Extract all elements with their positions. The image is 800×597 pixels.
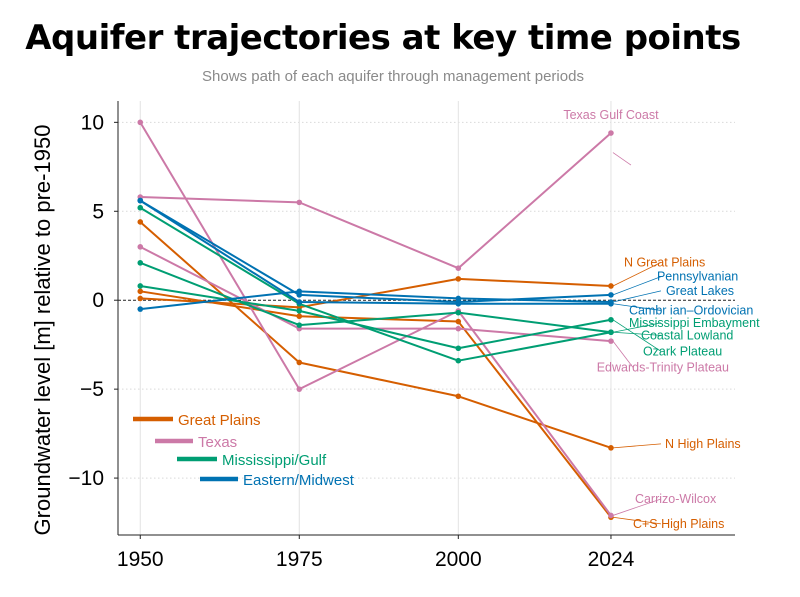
leader-line [612,443,661,449]
data-point-pennsylvanian [608,292,614,298]
data-point-carrizo-wilcox [608,512,614,519]
x-tick-label: 2000 [435,548,482,571]
leader-line [612,319,662,352]
legend-label-mississippi-gulf: Mississippi/Gulf [222,452,327,469]
legend-label-great-plains: Great Plains [178,412,261,429]
leader-line [612,303,662,311]
data-point-n-high-plains [296,359,303,366]
end-label-pennsylvanian: Pennsylvanian [657,270,738,284]
x-tick-label: 1950 [117,548,164,571]
data-point-ozark-plateau [455,345,462,352]
data-point-mississippi-embayment [455,357,462,364]
y-tick-label: −10 [68,467,104,490]
legend-label-texas: Texas [198,434,237,451]
legend-label-eastern-midwest: Eastern/Midwest [243,472,355,489]
data-point-c-s-high-plains [137,288,144,295]
series-layer [137,119,614,521]
end-label-carrizo-wilcox: Carrizo-Wilcox [635,492,717,506]
leader-line [612,276,662,296]
data-point-n-high-plains [608,445,614,451]
series-line-cambr-ian-ordovician [139,199,611,305]
data-point-ozark-plateau [608,316,614,323]
y-tick-label: −5 [80,378,104,401]
x-tick-label: 2024 [588,548,635,571]
data-point-edwards-trinity-plateau [455,325,462,332]
axis-layer: 10 5 0 −5 −10 1950 1975 2000 2024 [68,101,735,571]
leader-line [612,322,662,333]
data-point-carrizo-wilcox [296,386,303,392]
leader-line [612,340,634,368]
end-label-layer: Texas Gulf Coast N Great PlainsPennsylvan… [563,108,760,531]
chart-subtitle: Shows path of each aquifer through manag… [202,68,584,85]
y-tick-label: 10 [81,111,104,134]
data-point-n-high-plains [137,219,144,225]
data-point-cambr-ian-ordovician [296,299,303,305]
end-label-ozark-plateau: Ozark Plateau [643,344,722,358]
x-tick-label: 1975 [276,548,323,571]
chart-title: Aquifer trajectories at key time points [25,18,741,58]
data-point-coastal-lowland [608,329,614,336]
end-label-c-s-high-plains: C+S High Plains [633,517,724,531]
data-point-coastal-lowland [137,260,144,266]
data-point-coastal-lowland [296,322,303,328]
data-point-n-high-plains [455,393,462,400]
end-label-texas-gulf-coast: Texas Gulf Coast [563,108,659,122]
leader-line [612,152,632,166]
data-point-texas-gulf-coast [296,199,303,206]
series-line-pennsylvanian [139,199,612,303]
end-label-mississippi-embayment: Mississippi Embayment [629,316,760,330]
data-point-edwards-trinity-plateau [137,244,144,250]
y-tick-label: 0 [92,289,104,312]
data-point-c-s-high-plains [296,313,303,320]
data-point-n-great-plains [608,283,614,289]
data-point-cambr-ian-ordovician [137,197,144,204]
data-point-ozark-plateau [137,283,144,289]
data-point-carrizo-wilcox [137,119,144,126]
leader-line [612,290,662,303]
series-line-texas-gulf-coast [140,132,612,270]
data-point-n-great-plains [137,295,144,302]
end-label-n-high-plains: N High Plains [665,437,741,451]
data-point-c-s-high-plains [455,318,462,325]
data-point-ozark-plateau [296,308,303,314]
data-point-great-lakes [455,295,462,302]
series-line-ozark-plateau [140,284,612,350]
series-line-mississippi-embayment [139,206,612,362]
data-point-great-lakes [296,288,303,295]
data-point-mississippi-embayment [137,204,144,211]
leader-line [612,498,662,516]
data-point-texas-gulf-coast [455,265,462,271]
data-point-texas-gulf-coast [608,130,614,136]
data-point-edwards-trinity-plateau [608,338,614,344]
end-label-coastal-lowland: Coastal Lowland [641,328,733,342]
leader-line [612,331,661,336]
end-label-cambr-ian-ordovician: Cambr ian–Ordovician [629,303,753,317]
data-point-great-lakes [137,306,144,312]
data-point-cambr-ian-ordovician [455,300,462,307]
data-point-coastal-lowland [455,309,462,316]
y-axis-label: Groundwater level [m] relative to pre-19… [30,125,55,536]
end-label-great-lakes: Great Lakes [666,284,734,298]
data-point-n-great-plains [455,276,462,282]
series-line-n-high-plains [139,221,612,449]
y-tick-label: 5 [92,200,104,223]
end-label-n-great-plains: N Great Plains [624,255,705,269]
series-line-great-lakes [140,290,611,311]
end-label-edwards-trinity-plateau: Edwards-Trinity Plateau [597,360,729,374]
leader-line [612,516,662,525]
series-line-coastal-lowland [139,261,612,334]
series-line-c-s-high-plains [140,290,612,518]
data-point-cambr-ian-ordovician [608,300,614,307]
leader-line [612,262,662,287]
